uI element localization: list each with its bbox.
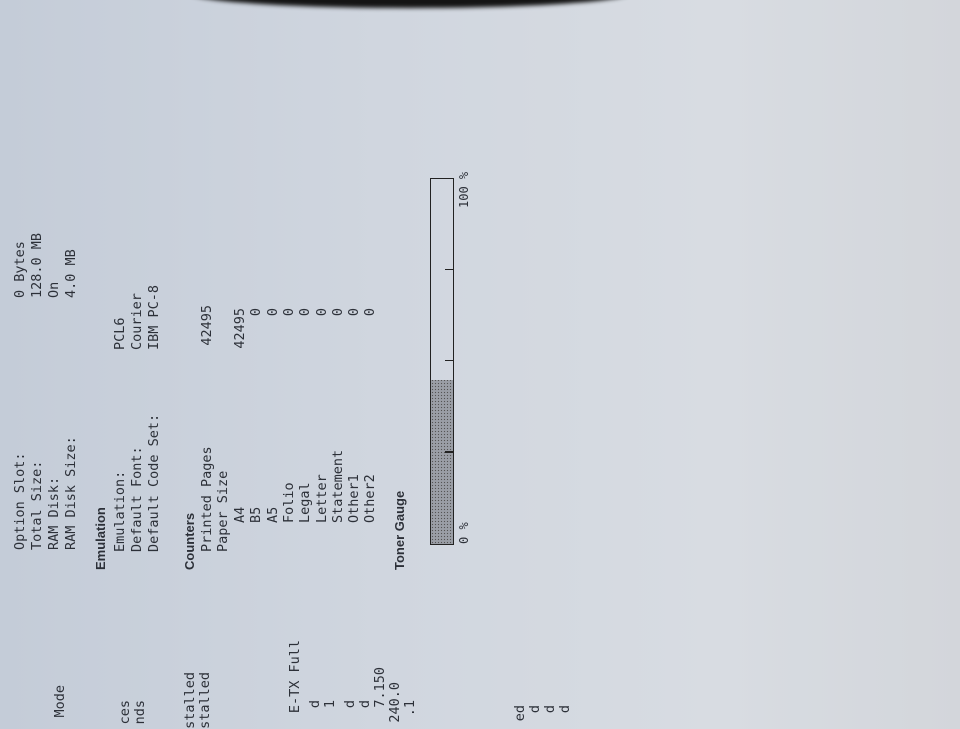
paper-size-b5-label: B5 xyxy=(248,506,265,523)
left-column-fragment: d xyxy=(542,705,558,714)
ram-disk-size-label: RAM Disk Size: xyxy=(63,436,79,550)
paper-size-a5-label: A5 xyxy=(264,506,281,523)
toner-min-label: 0 % xyxy=(457,522,471,544)
paper-size-letter-value: 0 xyxy=(313,308,330,317)
printed-pages-label: Printed Pages xyxy=(199,446,215,552)
gauge-tick xyxy=(445,360,454,362)
toner-max-label: 100 % xyxy=(457,171,471,208)
paper-size-folio-label: Folio xyxy=(280,482,297,523)
paper-size-a4-value: 42495 xyxy=(232,308,248,349)
paper-size-other1-value: 0 xyxy=(346,308,363,317)
paper-size-label: Paper Size xyxy=(215,470,231,552)
left-column-fragment: E-TX Full xyxy=(287,640,303,714)
left-column-fragment: 240.0 xyxy=(387,682,403,723)
paper-size-other2-value: 0 xyxy=(362,308,379,317)
emulation-heading: Emulation xyxy=(93,507,108,570)
emulation-label: Emulation: xyxy=(112,470,128,552)
gauge-tick xyxy=(445,451,454,453)
left-column-fragment: ces xyxy=(117,700,133,725)
default-font-label: Default Font: xyxy=(129,446,145,552)
left-column-fragment: 7.150 xyxy=(372,667,388,708)
gauge-tick xyxy=(445,268,454,271)
left-column-fragment: d xyxy=(307,700,323,709)
option-slot-label: Option Slot: xyxy=(12,452,28,550)
left-column-fragment: d xyxy=(342,700,358,709)
left-column-fragment: .1 xyxy=(402,700,418,717)
paper-size-a4-label: A4 xyxy=(232,506,248,523)
total-size-value: 128.0 MB xyxy=(29,232,45,298)
left-column-fragment: Mode xyxy=(52,685,68,718)
toner-gauge xyxy=(430,178,454,545)
ram-disk-size-value: 4.0 MB xyxy=(63,249,79,298)
option-slot-value: 0 Bytes xyxy=(12,241,28,298)
default-code-set-value: IBM PC-8 xyxy=(146,284,162,350)
left-column-fragment: ed xyxy=(512,705,528,722)
left-column-fragment: d xyxy=(527,705,543,714)
paper-size-a5-value: 0 xyxy=(264,308,281,317)
paper-size-legal-label: Legal xyxy=(297,482,314,523)
toner-gauge-fill xyxy=(431,379,453,544)
emulation-value: PCL6 xyxy=(112,317,128,350)
ram-disk-value: On xyxy=(46,281,62,298)
paper-size-letter-label: Letter xyxy=(313,474,330,523)
page-edge-shadow xyxy=(190,0,630,8)
total-size-label: Total Size: xyxy=(29,460,45,550)
left-column-fragment: stalled xyxy=(197,672,213,729)
default-code-set-label: Default Code Set: xyxy=(146,413,162,552)
paper-size-statement-value: 0 xyxy=(329,308,346,317)
paper-size-statement-label: Statement xyxy=(329,449,346,523)
paper-size-legal-value: 0 xyxy=(297,308,314,317)
left-column-fragment: d xyxy=(357,700,373,709)
left-column-fragment: d xyxy=(557,705,573,714)
toner-gauge-heading: Toner Gauge xyxy=(392,490,407,570)
ram-disk-label: RAM Disk: xyxy=(46,476,62,550)
paper-size-folio-value: 0 xyxy=(280,308,297,317)
left-column-fragment: nds xyxy=(132,700,148,725)
printed-pages-value: 42495 xyxy=(199,305,215,346)
left-column-fragment: 1 xyxy=(322,700,338,709)
paper-size-other1-label: Other1 xyxy=(346,474,363,523)
left-column-fragment: stalled xyxy=(182,672,198,729)
paper-size-other2-label: Other2 xyxy=(362,474,379,523)
counters-heading: Counters xyxy=(182,512,197,570)
default-font-value: Courier xyxy=(129,293,145,350)
paper-size-b5-value: 0 xyxy=(248,308,265,317)
